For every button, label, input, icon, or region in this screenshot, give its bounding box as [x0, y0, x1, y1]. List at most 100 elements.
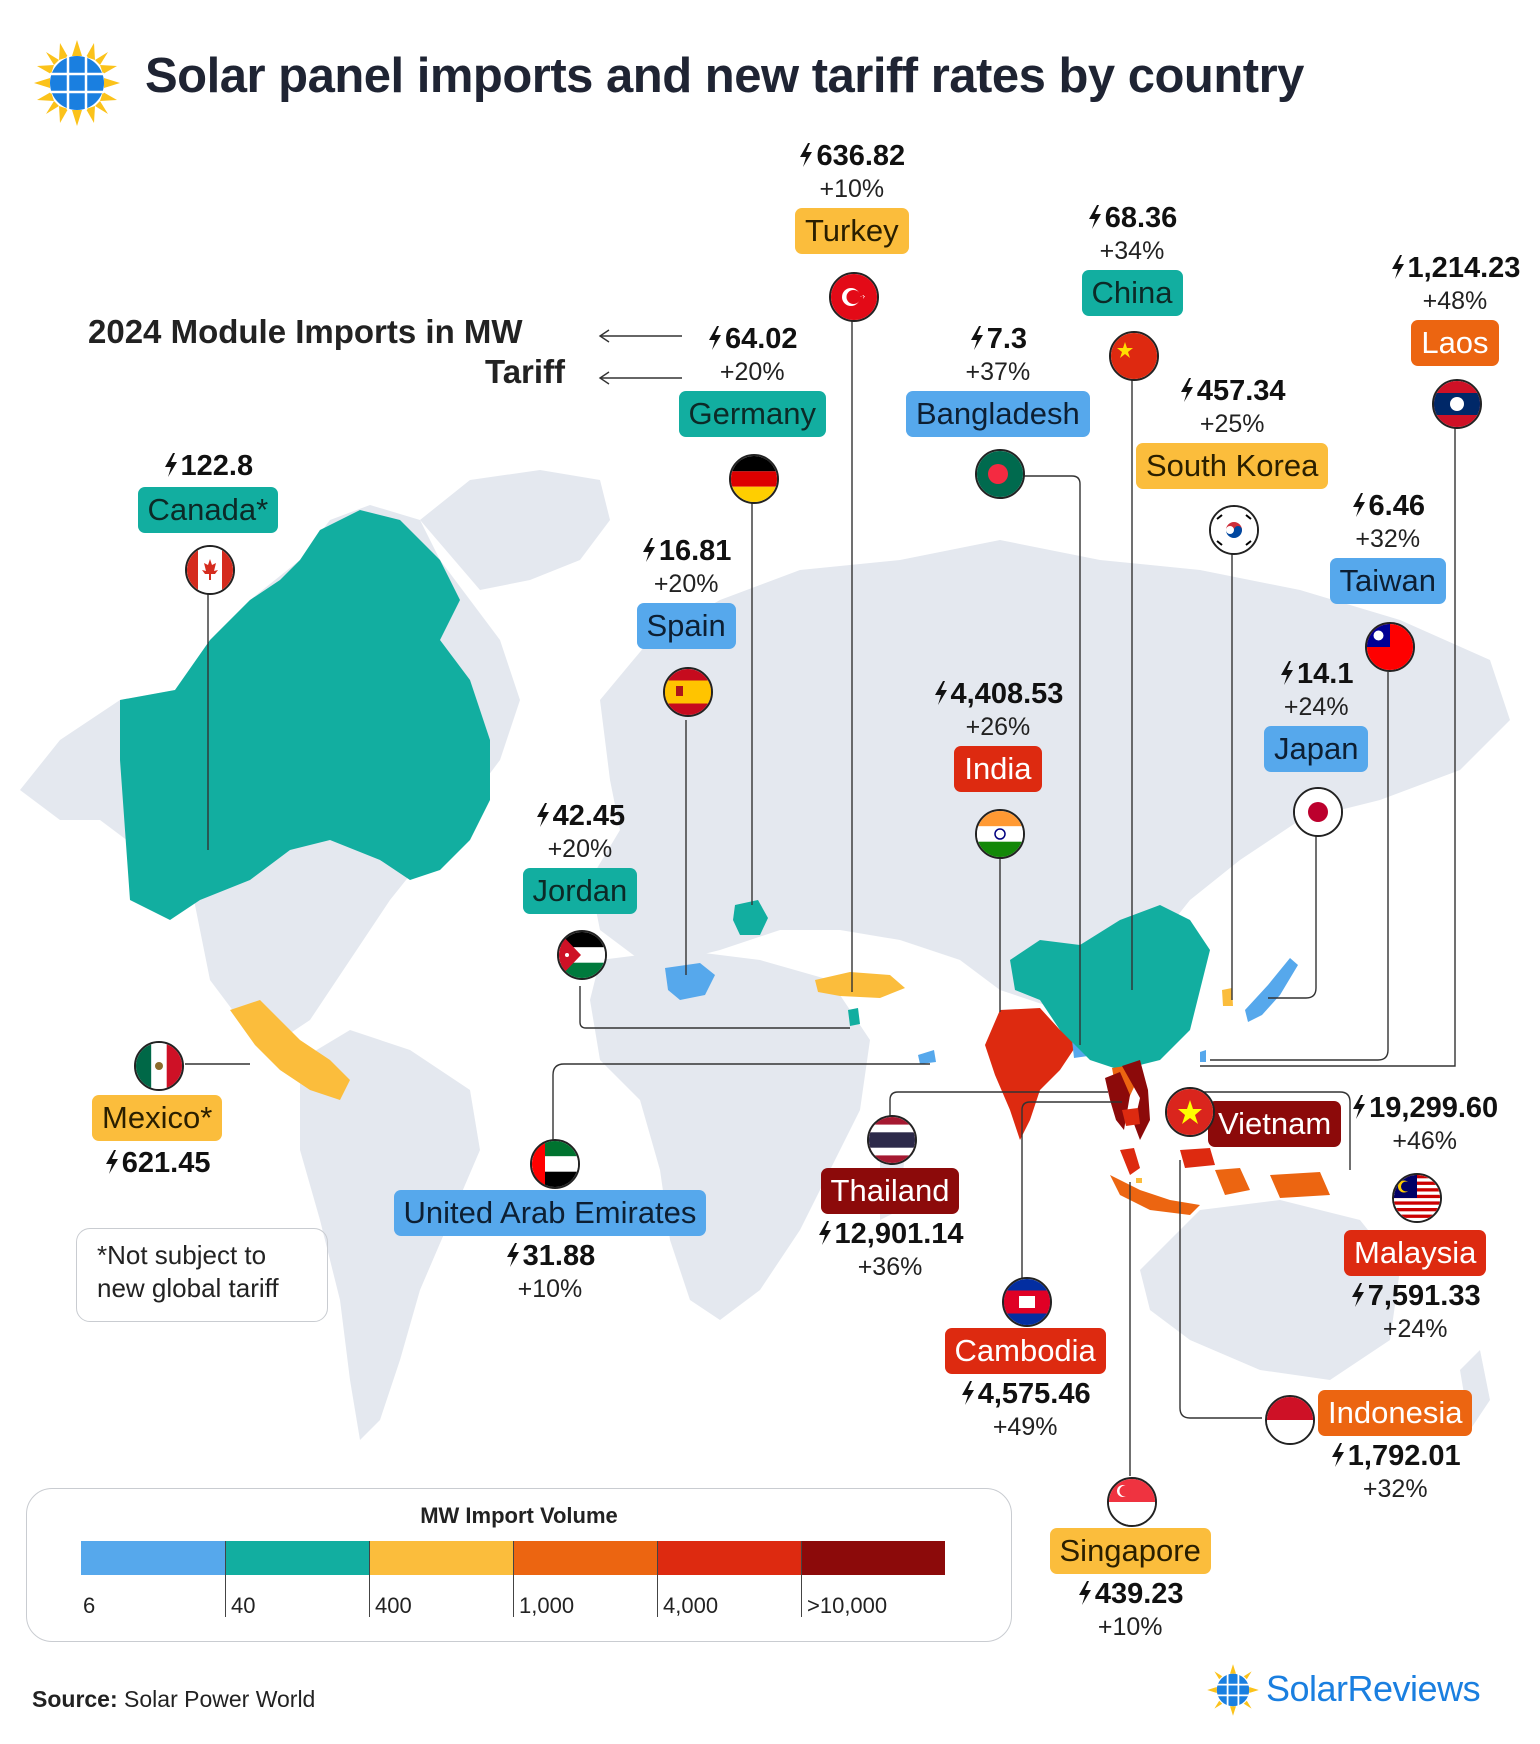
country-name-tag: Mexico* [92, 1095, 223, 1141]
country-name-tag: United Arab Emirates [393, 1190, 707, 1236]
country-label-malaysia: Malaysia 7,591.33 +24% [1344, 1230, 1487, 1344]
tariff-value: +46% [1392, 1127, 1457, 1155]
tariff-value: +20% [547, 835, 613, 863]
source-line: Source: Solar Power World [32, 1686, 315, 1713]
legend-swatch-1 [81, 1541, 225, 1575]
country-shape-spain [665, 963, 715, 1000]
legend-label-6: >10,000 [807, 1593, 888, 1618]
flag-canada-icon [185, 545, 235, 595]
country-shape-jordan [848, 1008, 860, 1026]
country-shape-taiwan [1200, 1050, 1206, 1062]
tariff-value: +32% [1355, 525, 1421, 553]
tariff-value: +24% [1382, 1315, 1448, 1343]
country-shape-vietnam [1122, 1060, 1150, 1140]
imports-value: 31.88 [394, 1240, 707, 1273]
flag-japan-icon [1293, 787, 1343, 837]
legend-label-1: 6 [83, 1593, 96, 1618]
tariff-value: +32% [1362, 1475, 1428, 1503]
country-shape-india [985, 1008, 1080, 1140]
key-imports-label: 2024 Module Imports in MW [88, 313, 523, 350]
flag-cambodia-icon [1002, 1277, 1052, 1327]
brand-sun-icon [1207, 1664, 1259, 1716]
flag-jordan-icon [557, 930, 607, 980]
land-mass [590, 540, 1510, 1010]
flag-vietnam-icon [1165, 1087, 1215, 1137]
tariff-value: +10% [819, 175, 885, 203]
country-label-jordan: 42.45 +20% Jordan [522, 800, 638, 914]
tariff-value: +24% [1283, 693, 1349, 721]
leader-line [1210, 672, 1389, 1061]
legend-divider [801, 1541, 802, 1617]
leader-line [1192, 1091, 1351, 1170]
country-name-tag: Cambodia [944, 1328, 1106, 1374]
country-name-tag: Germany [678, 391, 826, 437]
country-label-vietnam: Vietnam 19,299.60 +46% [1208, 1092, 1498, 1156]
imports-value: 457.34 [1136, 375, 1328, 408]
footnote-line-1: *Not subject to [97, 1240, 267, 1270]
country-name-tag: Turkey [795, 208, 909, 254]
country-name-tag: Spain [636, 603, 736, 649]
country-name-tag: India [954, 746, 1042, 792]
tariff-value: +10% [517, 1275, 583, 1303]
country-name-tag: Malaysia [1344, 1230, 1487, 1276]
imports-value: 1,792.01 [1318, 1440, 1472, 1473]
legend-divider [513, 1541, 514, 1617]
imports-value: 7,591.33 [1344, 1280, 1486, 1313]
flag-germany-icon [729, 454, 779, 504]
imports-value: 1,214.23 [1390, 252, 1520, 285]
leader-line [552, 1063, 930, 1140]
country-label-germany: 64.02 +20% Germany [678, 323, 826, 437]
leader-line [1268, 828, 1317, 999]
source-label: Source: [32, 1686, 118, 1712]
land-mass [300, 1030, 480, 1440]
flag-singapore-icon [1107, 1477, 1157, 1527]
land-mass [1140, 1200, 1400, 1380]
country-shape-mexico [230, 1000, 350, 1100]
imports-value: 6.46 [1330, 490, 1447, 523]
legend-swatch-4 [513, 1541, 657, 1575]
country-label-south-korea: 457.34 +25% South Korea [1136, 375, 1329, 489]
solar-sun-logo-icon [32, 38, 122, 128]
country-name-tag: Canada* [137, 487, 279, 533]
legend-swatch-2 [225, 1541, 369, 1575]
country-label-laos: 1,214.23 +48% Laos [1390, 252, 1520, 366]
country-name-tag: Singapore [1049, 1528, 1211, 1574]
flag-malaysia-icon [1392, 1173, 1442, 1223]
leader-line [579, 986, 850, 1029]
imports-value: 16.81 [637, 535, 736, 568]
legend-label-2: 40 [231, 1593, 256, 1618]
country-name-tag: Indonesia [1318, 1390, 1473, 1436]
country-shape-turkey [815, 972, 905, 998]
legend-divider [225, 1541, 226, 1617]
country-label-china: 68.36 +34% China [1081, 202, 1183, 316]
country-label-indonesia: Indonesia 1,792.01 +32% [1318, 1390, 1473, 1504]
footnote-line-2: new global tariff [97, 1273, 279, 1303]
tariff-value: +49% [992, 1413, 1058, 1441]
flag-china-icon [1109, 331, 1159, 381]
source-text: Solar Power World [124, 1686, 316, 1712]
imports-value: 4,575.46 [945, 1378, 1106, 1411]
flag-spain-icon [663, 667, 713, 717]
imports-value: 636.82 [795, 140, 909, 173]
country-shape-china [1010, 905, 1210, 1070]
country-name-tag: South Korea [1136, 443, 1329, 489]
flag-india-icon [975, 809, 1025, 859]
brand-logo: SolarReviews [1206, 1660, 1512, 1720]
country-name-tag: Laos [1411, 320, 1499, 366]
country-name-tag: Taiwan [1329, 558, 1446, 604]
country-name-tag: Japan [1264, 726, 1369, 772]
country-name-tag: Bangladesh [906, 391, 1090, 437]
tariff-value: +26% [965, 713, 1031, 741]
tariff-value: +34% [1099, 237, 1165, 265]
country-shape-indonesia [1110, 1168, 1330, 1215]
legend-title: MW Import Volume [420, 1503, 618, 1528]
legend-label-4: 1,000 [519, 1593, 575, 1618]
flag-turkey-icon [829, 272, 879, 322]
country-label-spain: 16.81 +20% Spain [636, 535, 736, 649]
country-shape-united-arab-emirates [918, 1050, 936, 1064]
legend-swatch-3 [369, 1541, 513, 1575]
country-label-japan: 14.1 +24% Japan [1264, 658, 1369, 772]
country-label-cambodia: Cambodia 4,575.46 +49% [944, 1328, 1106, 1442]
